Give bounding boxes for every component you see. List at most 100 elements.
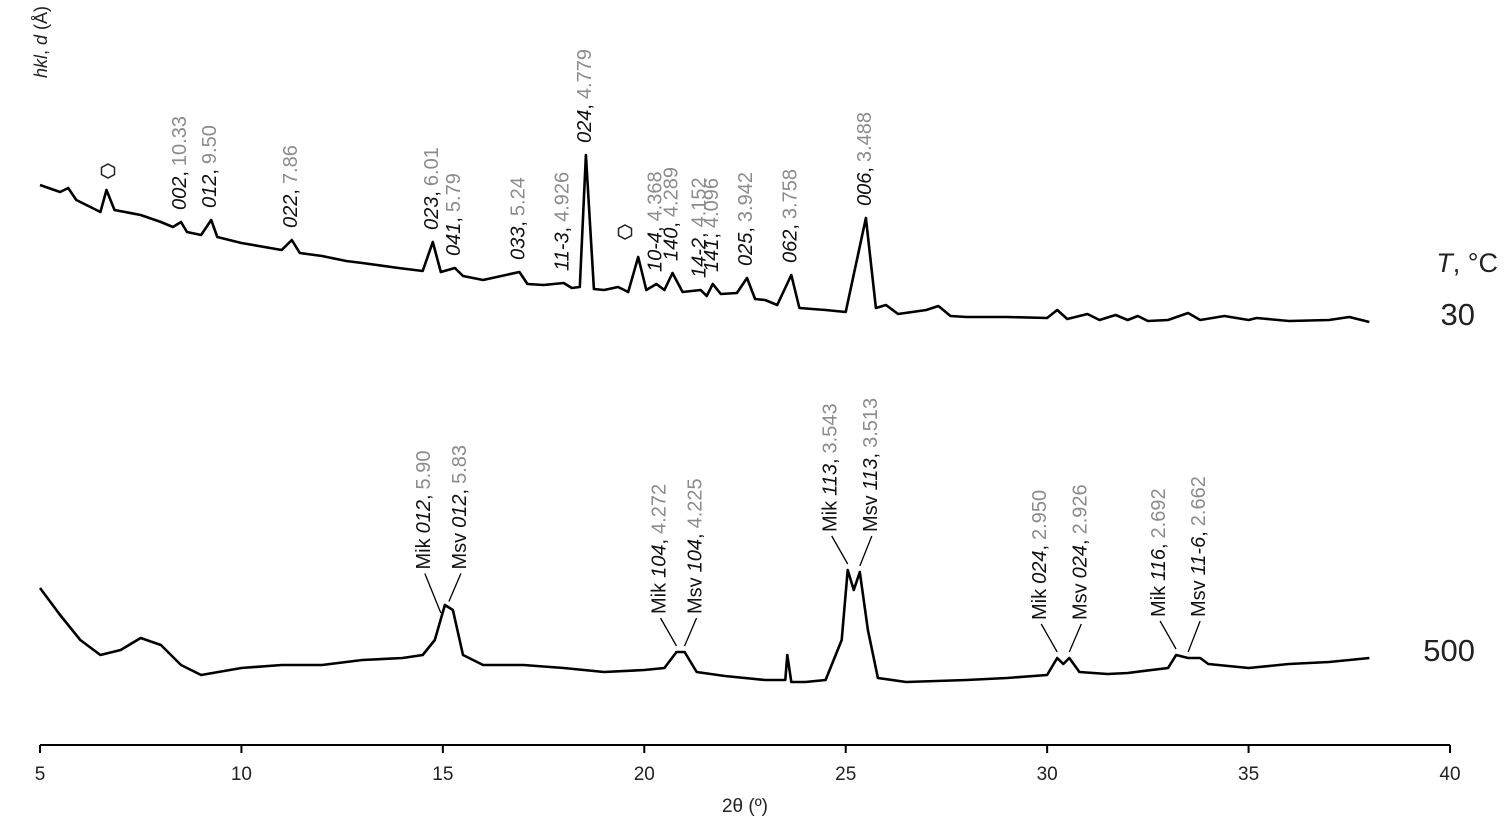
- peak-label: 024, 4.779: [574, 49, 596, 143]
- y-axis-label-part: (Å): [31, 6, 51, 30]
- separator: ,: [443, 217, 465, 223]
- x-tick-label: 30: [1037, 764, 1058, 785]
- hkl: 024: [574, 110, 596, 143]
- legend-title-unit: , °C: [1453, 248, 1498, 278]
- leader-line: [659, 617, 678, 647]
- separator: ,: [689, 232, 711, 238]
- hkl: 025: [735, 232, 757, 266]
- series-label: 30: [1441, 297, 1475, 332]
- separator: ,: [645, 226, 667, 232]
- hexagon-marker: [617, 224, 633, 240]
- peak-label: 14-2, 4.152: [689, 177, 711, 278]
- phase: Msv: [860, 495, 882, 532]
- leader-line: [831, 535, 849, 565]
- y-axis-label-part: hkl: [31, 54, 51, 78]
- d-spacing: 2.692: [1148, 488, 1170, 538]
- d-spacing: 2.950: [1029, 490, 1051, 540]
- peak-label: 025, 3.942: [735, 172, 757, 266]
- d-spacing: 6.01: [421, 147, 443, 186]
- separator: ,: [649, 539, 671, 545]
- legend-title: T, °C: [1436, 248, 1498, 278]
- hkl: 033: [508, 227, 530, 260]
- d-spacing: 2.926: [1070, 484, 1092, 534]
- x-tick-label: 10: [231, 764, 252, 785]
- peak-label: Mik 024, 2.950: [1029, 490, 1051, 620]
- x-tick-label: 35: [1238, 764, 1259, 785]
- phase: Mik: [1029, 588, 1051, 620]
- peak-label: 11-3, 4.926: [552, 172, 574, 271]
- d-spacing: 3.488: [854, 112, 876, 162]
- separator: ,: [854, 167, 876, 173]
- x-tick-label: 20: [634, 764, 655, 785]
- peak-label: Mik 113, 3.543: [820, 403, 842, 532]
- d-spacing: 5.79: [443, 173, 465, 212]
- data-line: [38, 568, 1370, 684]
- hkl: 023: [421, 197, 443, 230]
- hkl: 012: [199, 175, 221, 208]
- phase: Mik: [820, 500, 842, 532]
- separator: ,: [413, 494, 435, 500]
- x-tick-label: 25: [835, 764, 856, 785]
- phase: Msv: [449, 533, 471, 570]
- phase: Msv: [685, 577, 707, 614]
- x-tick-label: 40: [1439, 764, 1460, 785]
- d-spacing: 4.926: [552, 172, 574, 222]
- leader-line: [1187, 620, 1201, 653]
- d-spacing: 9.50: [199, 125, 221, 164]
- hkl: 002: [169, 177, 191, 210]
- hkl: 140: [661, 228, 683, 261]
- separator: ,: [860, 453, 882, 459]
- y-axis-label-part: ,: [31, 50, 51, 55]
- d-spacing: 4.096: [701, 178, 723, 228]
- separator: ,: [701, 233, 723, 239]
- hkl: 041: [443, 223, 465, 256]
- d-spacing: 4.289: [661, 167, 683, 217]
- peak-label: Msv 024, 2.926: [1070, 484, 1092, 620]
- leader-line: [448, 573, 462, 602]
- hkl: 11-6: [1188, 536, 1210, 575]
- hkl: 012: [413, 500, 435, 533]
- peak-label: 141, 4.096: [701, 178, 723, 272]
- peak-label: 140, 4.289: [661, 167, 683, 261]
- peak-label: 002, 10.33: [169, 116, 191, 210]
- d-spacing: 7.86: [280, 145, 302, 184]
- hkl: 141: [701, 239, 723, 272]
- separator: ,: [780, 224, 802, 230]
- hkl: 104: [685, 539, 707, 572]
- hkl: 11-3: [552, 232, 574, 271]
- separator: ,: [280, 189, 302, 195]
- d-spacing: 5.83: [449, 445, 471, 484]
- d-spacing: 5.90: [413, 451, 435, 490]
- peak-label: 041, 5.79: [443, 173, 465, 256]
- d-spacing: 10.33: [169, 116, 191, 166]
- separator: ,: [169, 171, 191, 177]
- hkl: 012: [449, 494, 471, 527]
- hkl: 024: [1070, 545, 1092, 578]
- peak-label: Mik 116, 2.692: [1148, 488, 1170, 617]
- separator: ,: [199, 169, 221, 175]
- peak-label: 012, 9.50: [199, 125, 221, 208]
- hkl: 113: [820, 464, 842, 496]
- peak-label: 033, 5.24: [508, 177, 530, 260]
- separator: ,: [685, 533, 707, 539]
- peak-label: Mik 012, 5.90: [413, 451, 435, 570]
- hkl: 113: [860, 458, 882, 490]
- peak-label: 062, 3.758: [780, 169, 802, 263]
- hkl: 024: [1029, 551, 1051, 584]
- peak-label: 10-4, 4.368: [645, 171, 667, 272]
- hexagon-marker: [100, 163, 116, 179]
- hkl: 104: [649, 545, 671, 578]
- d-spacing: 4.368: [645, 171, 667, 221]
- peak-label: Mik 104, 4.272: [649, 484, 671, 614]
- phase: Mik: [649, 582, 671, 614]
- separator: ,: [508, 221, 530, 227]
- separator: ,: [1188, 531, 1210, 537]
- leader-line: [1040, 623, 1058, 653]
- separator: ,: [552, 227, 574, 233]
- separator: ,: [820, 458, 842, 464]
- leader-line: [859, 535, 873, 567]
- hkl: 006: [854, 172, 876, 206]
- data-line: [39, 153, 1370, 324]
- d-spacing: 3.513: [860, 398, 882, 448]
